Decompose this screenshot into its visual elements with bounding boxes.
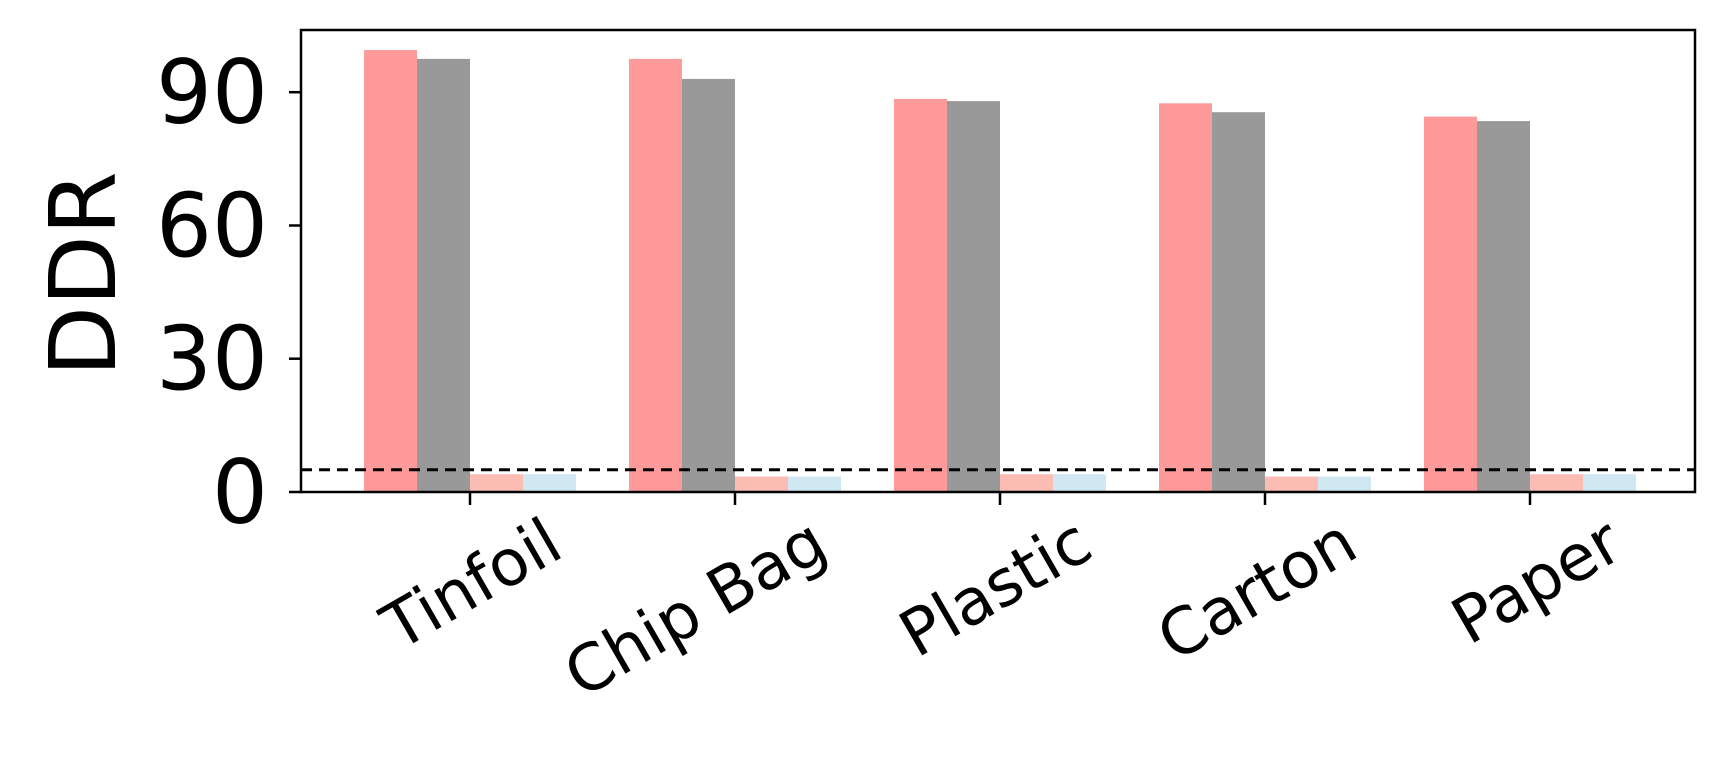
bar-series-3-tinfoil bbox=[470, 474, 523, 492]
bar-series-1-plastic bbox=[894, 98, 947, 493]
bar-series-3-paper bbox=[1530, 474, 1583, 492]
bar-series-1-paper bbox=[1424, 116, 1477, 492]
bar-series-3-chip-bag bbox=[735, 476, 788, 492]
plot-frame bbox=[299, 28, 1697, 494]
y-tick-label: 0 bbox=[212, 441, 268, 544]
x-tick-label-carton: Carton bbox=[1146, 505, 1369, 677]
x-tick-label-tinfoil: Tinfoil bbox=[369, 505, 574, 666]
bar-series-4-plastic bbox=[1053, 474, 1106, 492]
bar-series-1-chip-bag bbox=[629, 58, 682, 493]
bar-series-2-tinfoil bbox=[417, 58, 470, 493]
y-tick-label: 90 bbox=[156, 41, 268, 144]
bar-series-4-tinfoil bbox=[523, 474, 576, 492]
x-tick-label-chip-bag: Chip Bag bbox=[553, 505, 839, 713]
y-axis: 0 30 60 90 bbox=[156, 41, 301, 544]
bar-series-2-chip-bag bbox=[682, 78, 735, 493]
x-tick-label-paper: Paper bbox=[1440, 504, 1635, 659]
y-axis-label: DDR bbox=[30, 171, 137, 377]
bar-series-4-chip-bag bbox=[788, 476, 841, 492]
bar-series-3-carton bbox=[1265, 476, 1318, 492]
bar-series-1-carton bbox=[1159, 103, 1212, 493]
bar-series-2-plastic bbox=[947, 101, 1000, 492]
bar-series-1-tinfoil bbox=[364, 50, 417, 492]
bar-series-4-carton bbox=[1318, 476, 1371, 492]
y-tick-label: 60 bbox=[156, 175, 268, 278]
bar-series-2-paper bbox=[1477, 121, 1530, 492]
bars-layer bbox=[364, 50, 1636, 493]
y-tick-label: 30 bbox=[156, 308, 268, 411]
bar-series-4-paper bbox=[1583, 474, 1636, 492]
bar-series-2-carton bbox=[1212, 112, 1265, 492]
x-tick-label-plastic: Plastic bbox=[888, 505, 1104, 673]
bar-series-3-plastic bbox=[1000, 474, 1053, 492]
